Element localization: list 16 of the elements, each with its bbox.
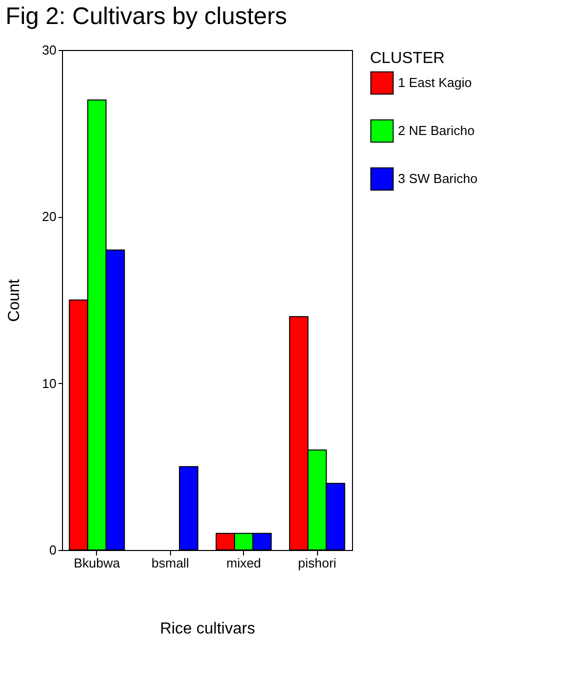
legend-title: CLUSTER [370, 50, 445, 67]
y-tick-label: 10 [42, 376, 56, 391]
chart-title: Fig 2: Cultivars by clusters [6, 3, 287, 30]
x-tick-label: pishori [298, 556, 336, 570]
y-axis-title: Count [6, 278, 24, 322]
legend-label: 2 NE Baricho [398, 123, 475, 138]
x-tick-label: Bkubwa [74, 556, 121, 570]
x-tick-label: mixed [226, 556, 262, 570]
x-tick-label: bsmall [152, 556, 190, 570]
bar [178, 466, 198, 550]
y-tick-label: 20 [42, 209, 56, 224]
legend-label: 1 East Kagio [398, 75, 472, 90]
x-axis-title: Rice cultivars [160, 620, 256, 638]
y-tick-label: 30 [42, 42, 56, 58]
y-tick-label: 0 [49, 542, 56, 558]
legend-label: 3 SW Baricho [398, 171, 478, 186]
